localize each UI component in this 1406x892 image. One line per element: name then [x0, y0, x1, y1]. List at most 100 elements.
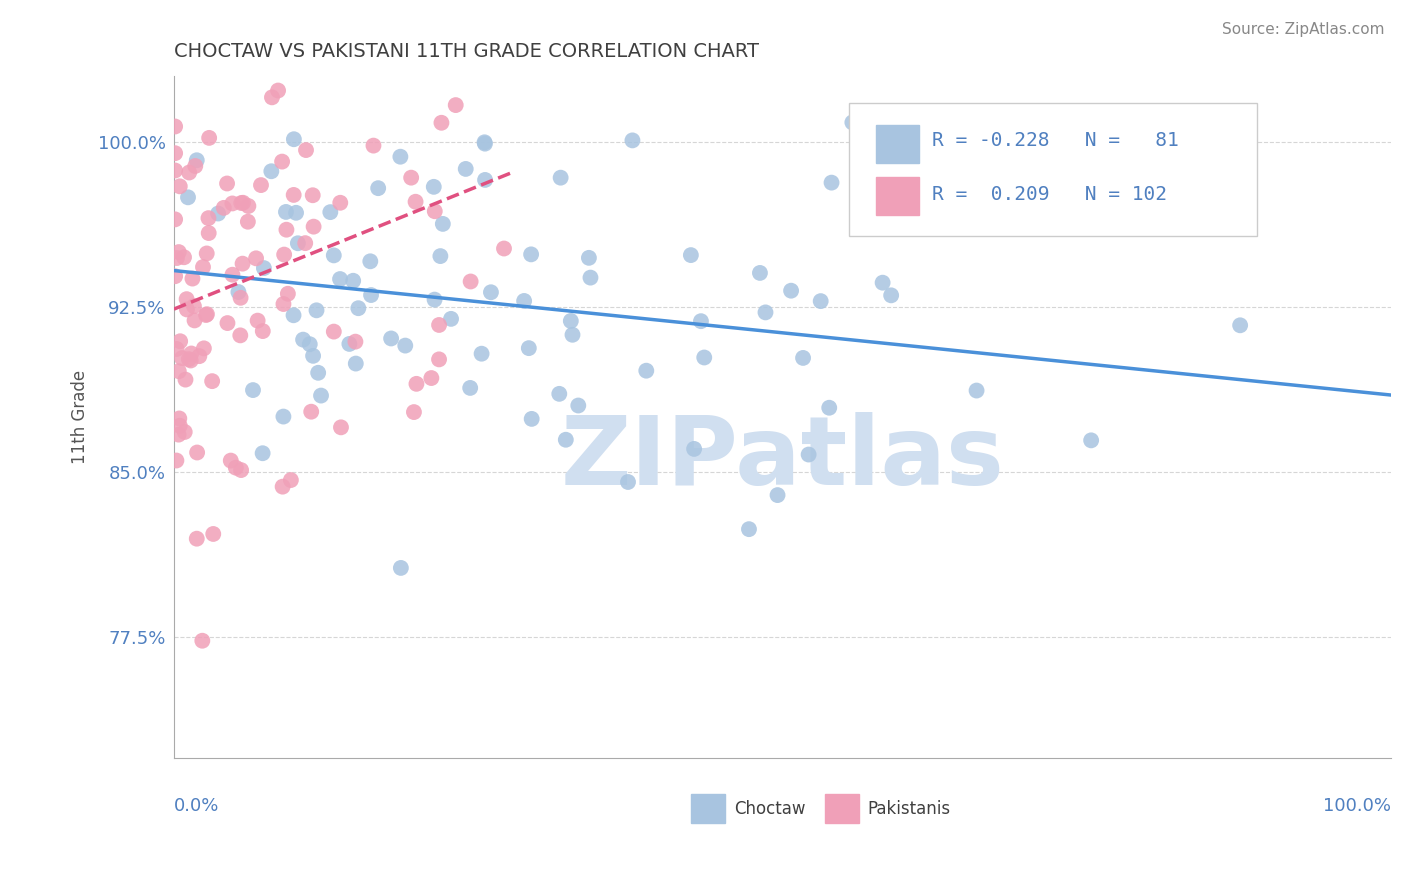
FancyBboxPatch shape	[849, 103, 1257, 236]
Point	[307, 366, 329, 380]
Point	[322, 248, 344, 262]
Point	[444, 98, 467, 112]
Point	[389, 561, 412, 575]
Point	[359, 254, 381, 268]
Point	[754, 305, 776, 319]
Point	[252, 324, 274, 338]
Point	[229, 463, 252, 477]
Text: 0.0%: 0.0%	[174, 797, 219, 815]
Point	[287, 236, 309, 251]
Point	[423, 293, 446, 307]
Point	[221, 196, 243, 211]
Point	[548, 387, 571, 401]
Point	[197, 211, 219, 226]
Point	[405, 376, 427, 391]
Point	[191, 260, 214, 274]
Point	[283, 132, 305, 146]
Point	[215, 177, 238, 191]
Point	[560, 314, 582, 328]
Point	[319, 205, 342, 219]
Point	[440, 311, 463, 326]
Point	[285, 206, 308, 220]
Point	[621, 133, 644, 147]
Point	[169, 179, 191, 194]
Point	[274, 205, 297, 219]
Point	[165, 269, 187, 284]
Point	[474, 173, 496, 187]
Point	[176, 302, 198, 317]
Point	[260, 164, 283, 178]
Text: 100.0%: 100.0%	[1323, 797, 1391, 815]
Point	[738, 522, 761, 536]
Text: R = -0.228   N =   81: R = -0.228 N = 81	[932, 131, 1178, 151]
Point	[636, 364, 658, 378]
Point	[173, 425, 195, 439]
Point	[578, 251, 600, 265]
Point	[277, 286, 299, 301]
Point	[329, 272, 352, 286]
Point	[492, 242, 515, 256]
Point	[183, 299, 205, 313]
Point	[170, 351, 193, 365]
Point	[245, 252, 267, 266]
Point	[280, 473, 302, 487]
Point	[239, 56, 262, 70]
Bar	[825, 795, 859, 823]
Point	[302, 219, 325, 234]
Y-axis label: 11th Grade: 11th Grade	[72, 370, 89, 464]
Point	[458, 381, 481, 395]
Point	[197, 226, 219, 240]
Point	[479, 285, 502, 300]
Point	[399, 170, 422, 185]
Point	[165, 146, 187, 161]
Point	[173, 250, 195, 264]
Point	[167, 364, 190, 378]
Point	[780, 284, 803, 298]
Point	[186, 532, 208, 546]
Point	[554, 433, 576, 447]
Point	[749, 266, 772, 280]
Point	[423, 204, 446, 219]
Point	[250, 178, 273, 193]
Point	[617, 475, 640, 489]
Point	[330, 420, 353, 434]
Point	[228, 285, 250, 299]
Point	[225, 460, 247, 475]
Point	[347, 301, 370, 316]
Point	[191, 633, 214, 648]
Point	[242, 383, 264, 397]
Point	[344, 334, 367, 349]
Point	[420, 371, 443, 385]
Point	[520, 412, 543, 426]
Point	[454, 161, 477, 176]
Point	[567, 399, 589, 413]
Point	[423, 179, 446, 194]
Point	[207, 206, 229, 220]
Point	[322, 325, 344, 339]
Point	[246, 313, 269, 327]
Point	[283, 308, 305, 322]
Point	[683, 442, 706, 456]
Point	[283, 188, 305, 202]
Point	[273, 297, 295, 311]
Point	[389, 150, 412, 164]
Point	[177, 190, 200, 204]
Point	[329, 195, 352, 210]
Point	[394, 338, 416, 352]
Point	[820, 176, 842, 190]
Point	[271, 480, 294, 494]
Point	[180, 353, 202, 368]
Point	[176, 292, 198, 306]
Text: CHOCTAW VS PAKISTANI 11TH GRADE CORRELATION CHART: CHOCTAW VS PAKISTANI 11TH GRADE CORRELAT…	[174, 42, 759, 61]
Point	[305, 303, 328, 318]
Point	[797, 448, 820, 462]
Point	[344, 357, 367, 371]
Point	[295, 47, 318, 62]
Point	[309, 388, 332, 402]
Point	[232, 195, 254, 210]
Point	[179, 165, 201, 179]
Point	[792, 351, 814, 365]
Point	[212, 201, 235, 215]
Text: Choctaw: Choctaw	[734, 800, 806, 818]
Point	[186, 153, 208, 168]
